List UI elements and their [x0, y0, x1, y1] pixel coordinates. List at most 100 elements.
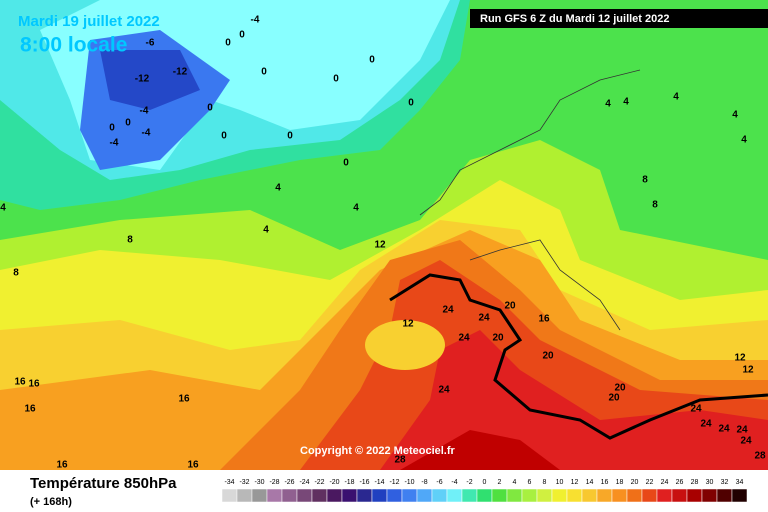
contour-label: 24 — [690, 404, 702, 415]
legend-label: -6 — [436, 479, 442, 486]
legend-label: -34 — [224, 479, 234, 486]
contour-label: 12 — [734, 353, 746, 364]
legend-label: -8 — [421, 479, 427, 486]
legend-swatch — [371, 488, 388, 503]
contour-label: 0 — [333, 74, 339, 85]
legend-label: -32 — [239, 479, 249, 486]
legend: -34 -32 -30 -28 -26 -24 -22 -20 -18 -16 -14 -12 -10-… — [221, 479, 748, 503]
legend-swatch — [431, 488, 448, 503]
contour-label: 28 — [394, 455, 406, 466]
legend-label: 24 — [661, 479, 669, 486]
legend-swatch — [476, 488, 493, 503]
contour-label: 20 — [492, 333, 504, 344]
contour-label: 24 — [740, 436, 752, 447]
contour-label: 4 — [673, 92, 679, 103]
legend-label: -20 — [329, 479, 339, 486]
legend-swatch — [251, 488, 268, 503]
legend-swatch — [716, 488, 733, 503]
legend-swatch — [461, 488, 478, 503]
legend-swatch — [311, 488, 328, 503]
contour-label: 0 — [225, 38, 231, 49]
legend-swatch — [326, 488, 343, 503]
contour-label: 4 — [0, 203, 6, 214]
contour-label: 16 — [538, 314, 550, 325]
legend-swatch — [581, 488, 598, 503]
contour-label: 16 — [178, 394, 190, 405]
legend-label: -2 — [466, 479, 472, 486]
legend-swatch — [566, 488, 583, 503]
legend-label: 26 — [676, 479, 684, 486]
contour-label: 16 — [28, 379, 40, 390]
run-info: Run GFS 6 Z du Mardi 12 juillet 2022 — [480, 13, 670, 25]
legend-label: -10 — [404, 479, 414, 486]
legend-label: 16 — [601, 479, 609, 486]
legend-label: -4 — [451, 479, 457, 486]
legend-label: 18 — [616, 479, 624, 486]
contour-label: 0 — [369, 55, 375, 66]
contour-label: 16 — [56, 460, 68, 471]
legend-swatch — [341, 488, 358, 503]
legend-swatch — [221, 488, 238, 503]
legend-label: 30 — [706, 479, 714, 486]
legend-label: 12 — [571, 479, 579, 486]
contour-label: 16 — [14, 377, 26, 388]
legend-label: 0 — [483, 479, 487, 486]
legend-swatch — [296, 488, 313, 503]
legend-label: 8 — [543, 479, 547, 486]
contour-label: 24 — [438, 385, 450, 396]
footer-title: Température 850hPa — [30, 475, 177, 492]
contour-label: 12 — [374, 240, 386, 251]
legend-swatch — [731, 488, 748, 503]
contour-label: 24 — [700, 419, 712, 430]
contour-label: 24 — [718, 424, 730, 435]
legend-swatch — [416, 488, 433, 503]
contour-label: 0 — [109, 123, 115, 134]
contour-label: 4 — [623, 97, 629, 108]
contour-label: -6 — [146, 38, 155, 49]
copyright: Copyright © 2022 Meteociel.fr — [300, 445, 456, 457]
legend-swatch — [536, 488, 553, 503]
contour-label: 24 — [478, 313, 490, 324]
legend-label: 20 — [631, 479, 639, 486]
contour-label: 4 — [353, 203, 359, 214]
contour-label: 8 — [642, 175, 648, 186]
legend-swatch — [521, 488, 538, 503]
contour-label: 4 — [263, 225, 269, 236]
legend-label: -16 — [359, 479, 369, 486]
footer-lead: (+ 168h) — [30, 496, 72, 508]
contour-label: 24 — [442, 305, 454, 316]
contour-label: 4 — [275, 183, 281, 194]
contour-label: 16 — [24, 404, 36, 415]
legend-swatch — [686, 488, 703, 503]
contour-label: -4 — [251, 15, 260, 26]
legend-label: 32 — [721, 479, 729, 486]
legend-label: -26 — [284, 479, 294, 486]
legend-swatch — [611, 488, 628, 503]
contour-label: 0 — [287, 131, 293, 142]
legend-swatch — [401, 488, 418, 503]
contour-label: -4 — [110, 138, 119, 149]
contour-label: 24 — [458, 333, 470, 344]
legend-label: -24 — [299, 479, 309, 486]
contour-label: 8 — [127, 235, 133, 246]
contour-label: 16 — [187, 460, 199, 471]
contour-label: 0 — [221, 131, 227, 142]
contour-label: 20 — [504, 301, 516, 312]
contour-label: 20 — [614, 383, 626, 394]
legend-swatch — [491, 488, 508, 503]
legend-label: -22 — [314, 479, 324, 486]
legend-label: 34 — [736, 479, 744, 486]
contour-label: 0 — [343, 158, 349, 169]
legend-label: 6 — [528, 479, 532, 486]
contour-label: 0 — [261, 67, 267, 78]
legend-swatch — [266, 488, 283, 503]
legend-swatch — [446, 488, 463, 503]
time: 8:00 locale — [20, 34, 127, 57]
legend-label: -18 — [344, 479, 354, 486]
legend-label: -14 — [374, 479, 384, 486]
contour-label: 8 — [652, 200, 658, 211]
contour-label: 24 — [736, 425, 748, 436]
legend-label: 28 — [691, 479, 699, 486]
contour-label: -12 — [173, 67, 188, 78]
